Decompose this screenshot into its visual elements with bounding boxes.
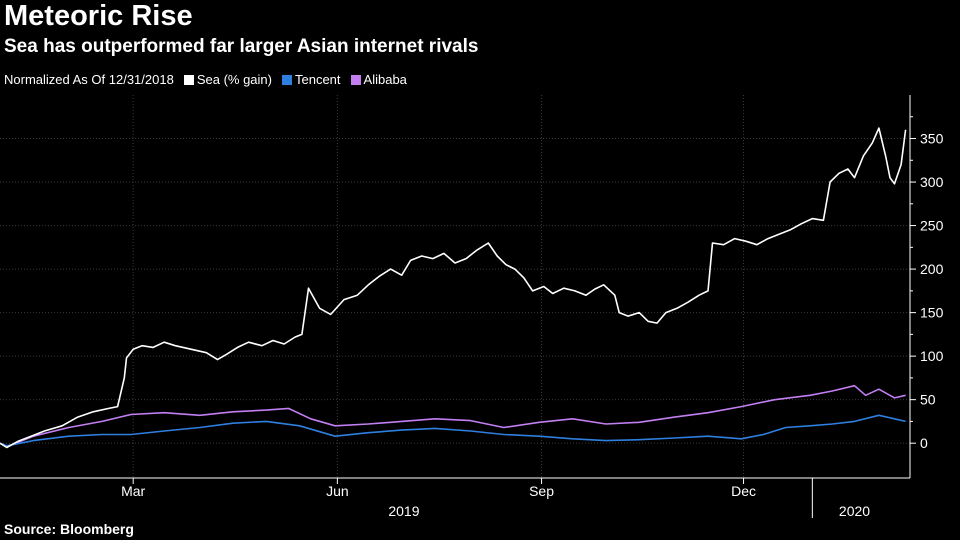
legend-swatch-tencent	[281, 74, 292, 85]
series-line-sea	[0, 127, 907, 449]
y-tick-label: 0	[920, 435, 928, 451]
x-tick-label: Sep	[529, 483, 554, 499]
y-tick-label: 50	[920, 392, 936, 408]
legend-item-alibaba: Alibaba	[350, 72, 407, 87]
series-line-tencent	[0, 414, 906, 447]
y-tick-label: 300	[920, 174, 944, 190]
y-tick-label: 100	[920, 348, 944, 364]
legend-label-sea: Sea (% gain)	[196, 72, 272, 87]
legend-swatch-sea	[183, 74, 194, 85]
y-tick-label: 200	[920, 261, 944, 277]
legend-label-tencent: Tencent	[294, 72, 341, 87]
x-tick-label: Mar	[121, 483, 145, 499]
legend-label-alibaba: Alibaba	[363, 72, 407, 87]
chart-subtitle: Sea has outperformed far larger Asian in…	[4, 36, 479, 57]
chart-legend: Normalized As Of 12/31/2018 Sea (% gain)…	[4, 72, 417, 87]
legend-normalization-note: Normalized As Of 12/31/2018	[4, 72, 174, 87]
y-tick-label: 350	[920, 131, 944, 147]
x-year-label: 2020	[839, 503, 870, 519]
y-tick-label: 150	[920, 305, 944, 321]
legend-swatch-alibaba	[350, 74, 361, 85]
x-year-label: 2019	[388, 503, 419, 519]
y-tick-label: 250	[920, 218, 944, 234]
chart-title: Meteoric Rise	[4, 0, 193, 32]
x-tick-label: Jun	[326, 483, 349, 499]
x-tick-label: Dec	[731, 483, 756, 499]
legend-item-sea: Sea (% gain)	[183, 72, 272, 87]
legend-item-tencent: Tencent	[281, 72, 341, 87]
series-line-alibaba	[0, 384, 906, 448]
source-note: Source: Bloomberg	[4, 521, 134, 537]
chart-plot: 0 50 100 150 200 250 300 350 Mar Jun Sep Dec 2019 202…	[0, 95, 944, 519]
